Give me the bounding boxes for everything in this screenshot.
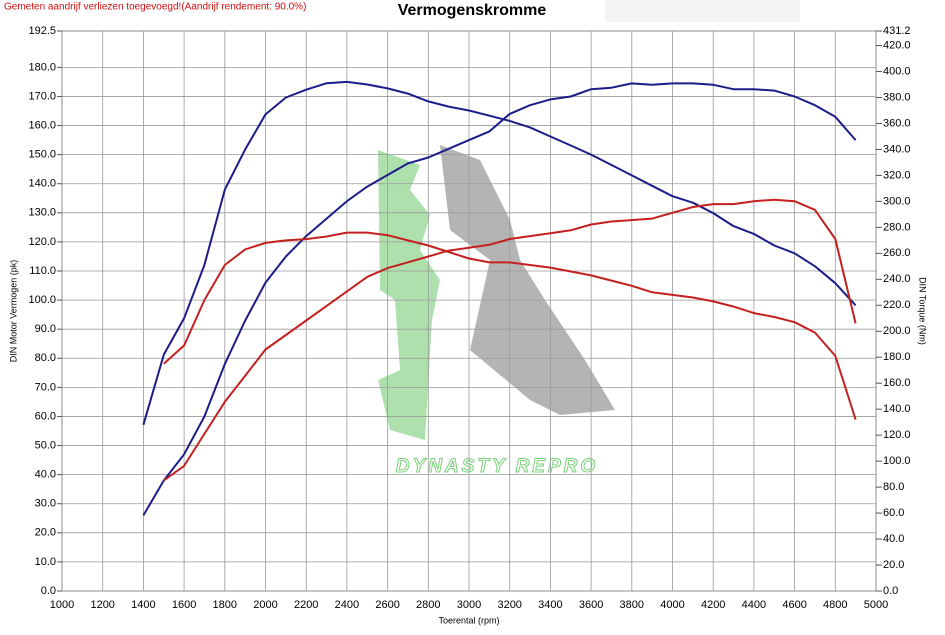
x-tick-label: 3600 <box>579 599 603 611</box>
y-tick-label: 180.0 <box>28 61 56 73</box>
y2-tick-label: 280.0 <box>883 221 911 233</box>
x-tick-label: 4800 <box>823 599 847 611</box>
header-box <box>605 0 800 22</box>
x-tick-label: 1000 <box>50 599 74 611</box>
x-tick-label: 3000 <box>457 599 481 611</box>
y-tick-label: 160.0 <box>28 119 56 131</box>
y-tick-label: 130.0 <box>28 207 56 219</box>
y-tick-label: 80.0 <box>35 352 56 364</box>
x-tick-label: 2400 <box>335 599 359 611</box>
line-series <box>142 80 857 426</box>
y2-tick-label: 340.0 <box>883 143 911 155</box>
x-tick-label: 4200 <box>701 599 725 611</box>
y2-axis-label: DIN Torque (Nm) <box>918 277 928 345</box>
y2-tick-label: 0.0 <box>883 585 898 597</box>
x-tick-label: 3400 <box>538 599 562 611</box>
y2-tick-label: 220.0 <box>883 299 911 311</box>
y2-tick-label: 160.0 <box>883 377 911 389</box>
x-tick-label: 1200 <box>90 599 114 611</box>
y2-tick-label: 420.0 <box>883 39 911 51</box>
x-tick-label: 3200 <box>497 599 521 611</box>
logo-shape <box>378 150 440 440</box>
x-tick-label: 1600 <box>172 599 196 611</box>
y2-tick-label: 431.2 <box>883 25 911 37</box>
y2-tick-label: 80.0 <box>883 481 904 493</box>
y2-tick-label: 100.0 <box>883 455 911 467</box>
y-tick-label: 40.0 <box>35 469 56 481</box>
y-tick-label: 192.5 <box>28 25 56 37</box>
y-tick-label: 50.0 <box>35 439 56 451</box>
y2-tick-label: 120.0 <box>883 429 911 441</box>
y2-tick-label: 40.0 <box>883 533 904 545</box>
x-tick-label: 4600 <box>782 599 806 611</box>
y-tick-label: 70.0 <box>35 381 56 393</box>
y-tick-label: 110.0 <box>29 265 56 277</box>
y2-tick-label: 360.0 <box>883 117 911 129</box>
chart-title: Vermogenskromme <box>398 2 547 19</box>
x-tick-label: 2800 <box>416 599 440 611</box>
y2-tick-label: 320.0 <box>883 169 911 181</box>
chart-subtitle: Gemeten aandrijf verliezen toegevoegd!(A… <box>4 2 306 13</box>
y-tick-label: 10.0 <box>35 556 56 568</box>
y2-tick-label: 60.0 <box>883 507 904 519</box>
y2-tick-label: 180.0 <box>883 351 911 363</box>
y-tick-label: 170.0 <box>28 90 56 102</box>
logo-shape <box>440 145 615 415</box>
watermark: DYNASTY REPRO <box>396 456 598 477</box>
x-tick-label: 1400 <box>131 599 155 611</box>
y2-tick-label: 260.0 <box>883 247 911 259</box>
x-tick-label: 4400 <box>742 599 766 611</box>
y-tick-label: 100.0 <box>28 294 56 306</box>
x-tick-label: 2200 <box>294 599 318 611</box>
y-tick-label: 90.0 <box>35 323 56 335</box>
logo <box>378 145 615 440</box>
x-tick-label: 4000 <box>660 599 684 611</box>
y-tick-label: 0.0 <box>41 585 56 597</box>
x-tick-label: 5000 <box>864 599 888 611</box>
y2-tick-label: 140.0 <box>883 403 911 415</box>
y2-tick-label: 20.0 <box>883 559 904 571</box>
y2-tick-label: 400.0 <box>883 65 911 77</box>
x-tick-label: 1800 <box>213 599 237 611</box>
y-tick-label: 30.0 <box>35 498 56 510</box>
y-tick-label: 20.0 <box>35 527 56 539</box>
line-series <box>163 231 857 420</box>
y2-tick-label: 380.0 <box>883 91 911 103</box>
y2-tick-label: 240.0 <box>883 273 911 285</box>
x-axis-label: Toerental (rpm) <box>438 615 499 625</box>
y2-tick-label: 200.0 <box>883 325 911 337</box>
x-tick-label: 2000 <box>253 599 277 611</box>
y-tick-label: 120.0 <box>28 236 56 248</box>
line-series <box>142 82 857 516</box>
y-tick-label: 150.0 <box>28 149 56 161</box>
y2-tick-label: 300.0 <box>883 195 911 207</box>
line-series <box>163 198 857 482</box>
x-tick-label: 3800 <box>620 599 644 611</box>
y-tick-label: 60.0 <box>35 410 56 422</box>
y-tick-label: 140.0 <box>28 178 56 190</box>
x-tick-label: 2600 <box>375 599 399 611</box>
y-axis-label: DIN Motor Vermogen (pk) <box>8 260 18 363</box>
